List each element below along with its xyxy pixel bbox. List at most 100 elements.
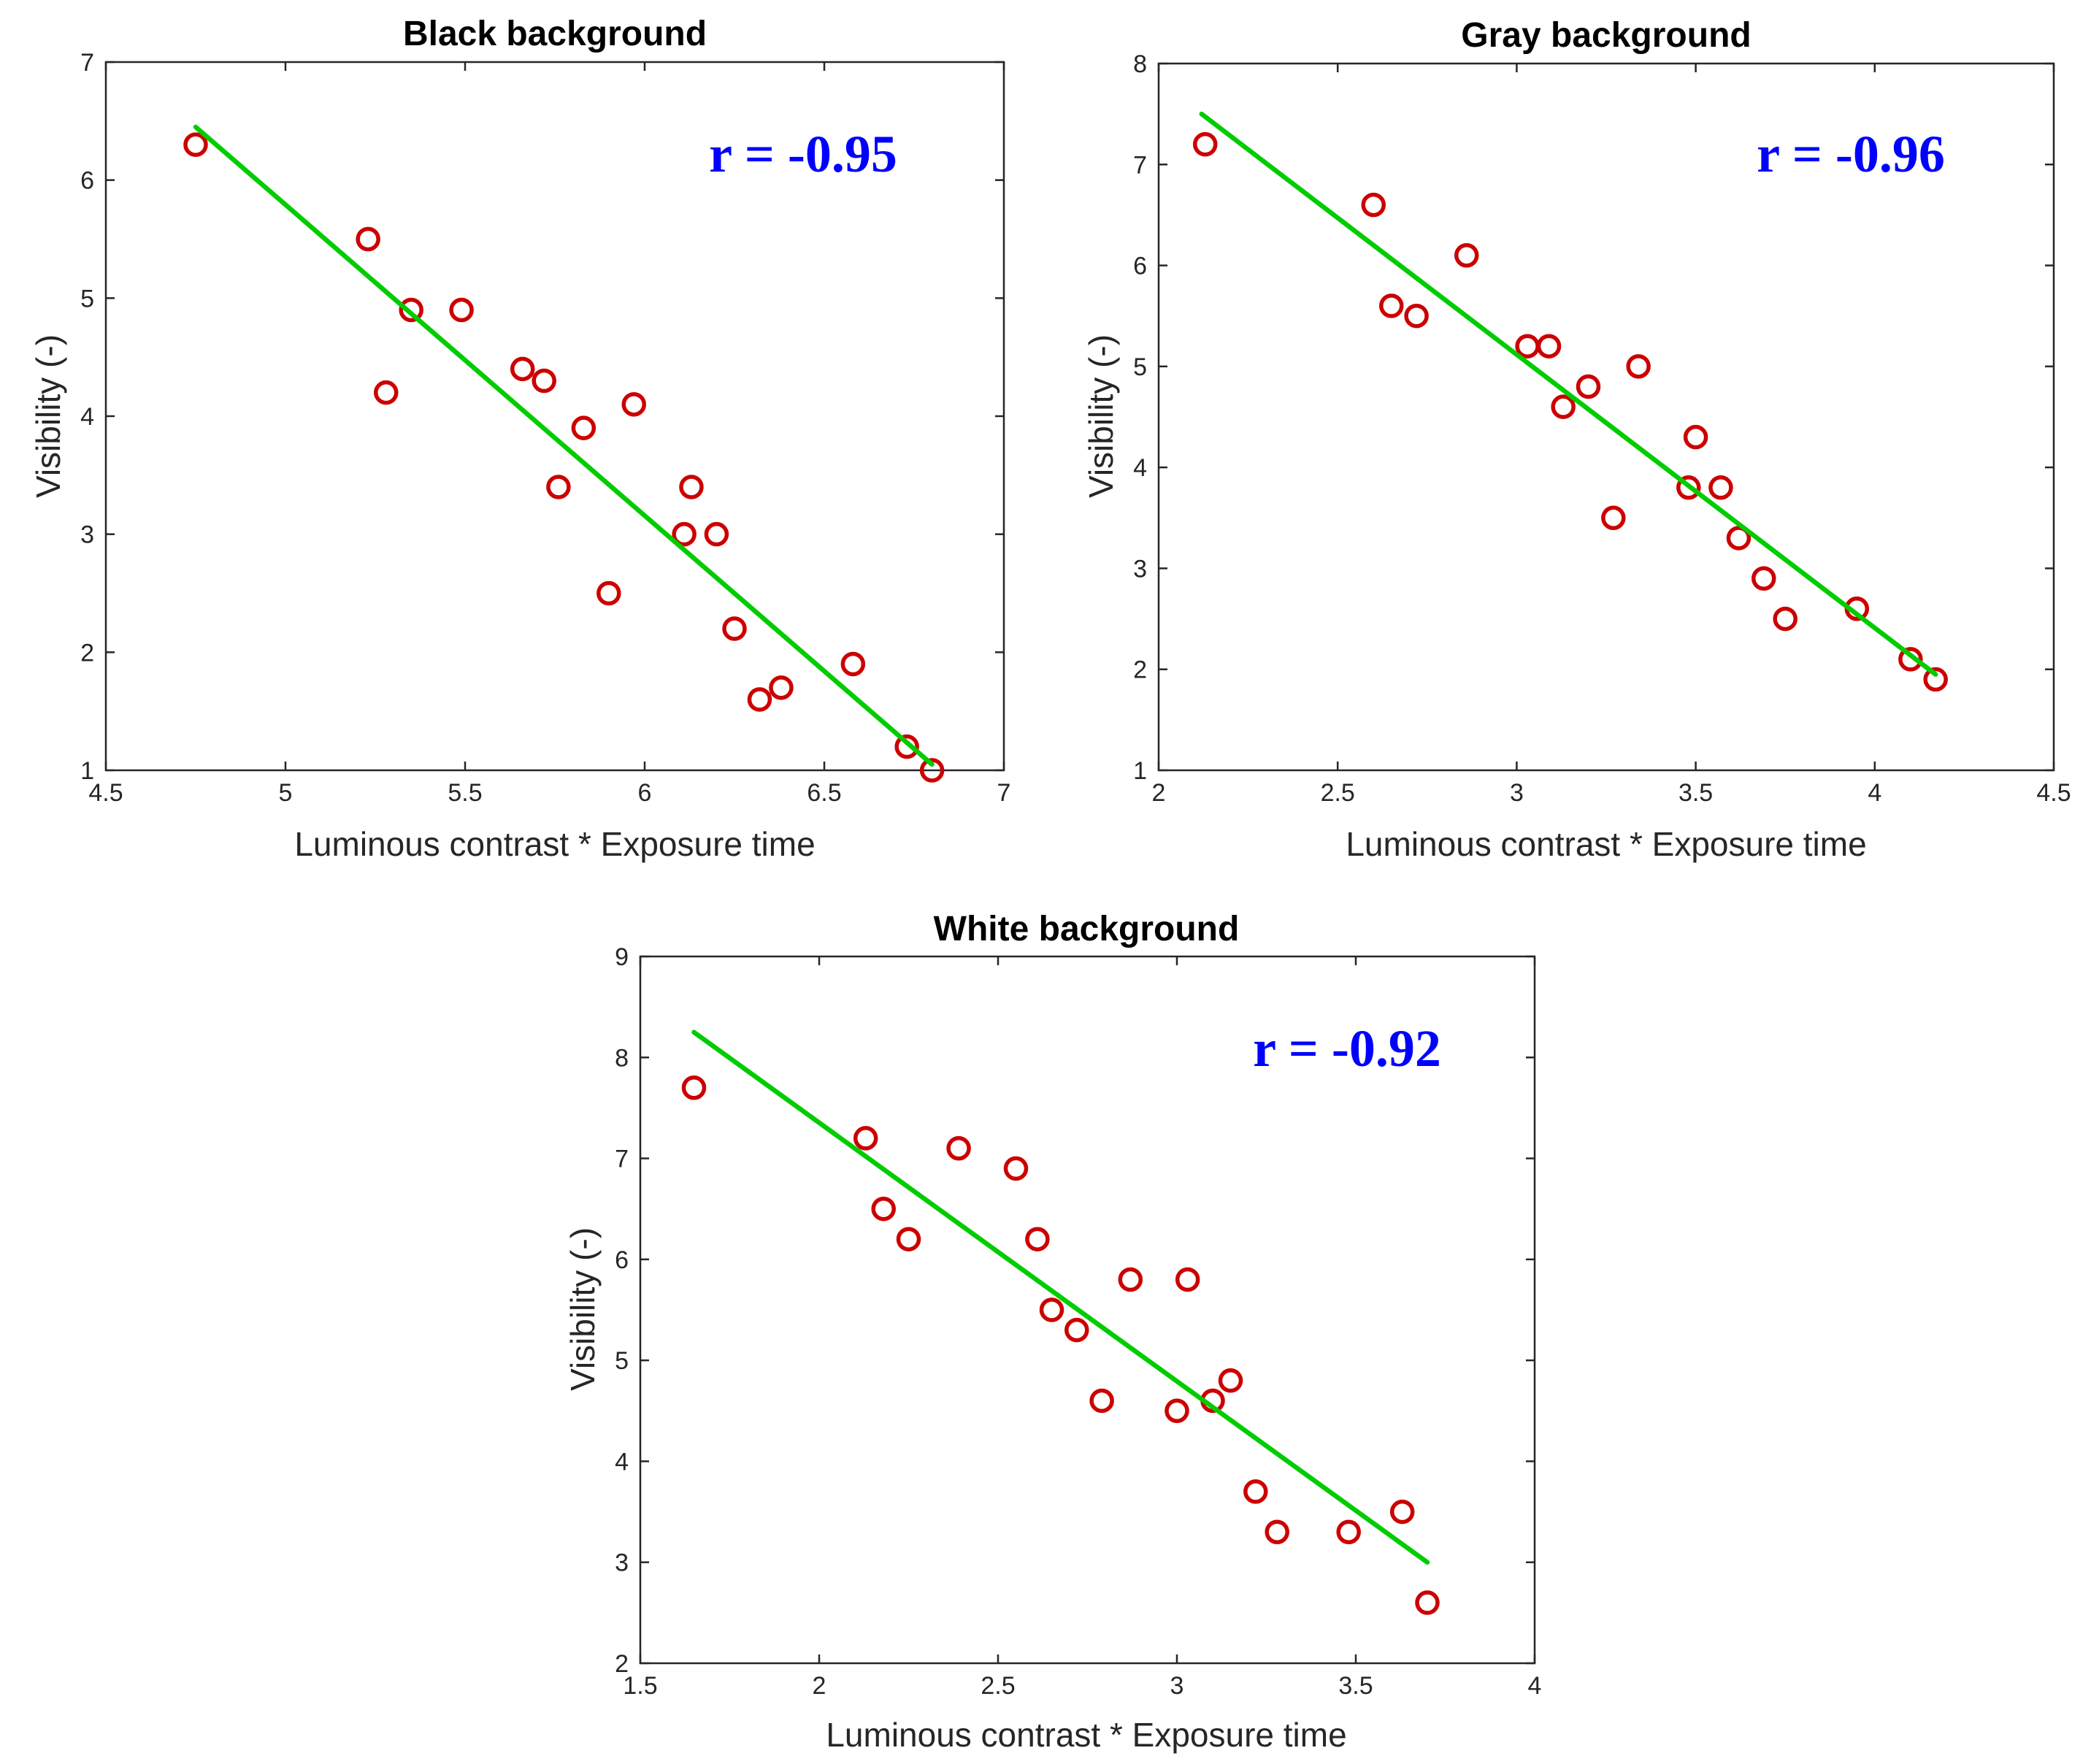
x-tick-label: 4 — [1528, 1672, 1542, 1700]
y-tick-label: 6 — [80, 167, 94, 195]
data-point — [1576, 374, 1601, 399]
chart-title: Black background — [403, 15, 707, 53]
data-point — [1626, 354, 1651, 379]
data-point — [1361, 192, 1386, 218]
data-point — [596, 580, 621, 606]
data-point — [1536, 334, 1562, 358]
data-point — [769, 675, 794, 700]
data-point — [871, 1196, 896, 1222]
y-ticks: 1 2 3 4 5 6 7 8 — [1133, 50, 2054, 785]
data-points — [183, 132, 945, 783]
chart-title: White background — [934, 910, 1240, 948]
data-point — [1193, 131, 1218, 157]
x-tick-label: 2 — [813, 1672, 826, 1700]
panel-black-background: Black background Luminous contrast * Exp… — [29, 15, 1010, 863]
data-point — [1752, 566, 1776, 591]
fit-line-group — [1199, 111, 1938, 677]
x-tick-label: 3 — [1170, 1672, 1184, 1700]
x-tick-label: 6 — [638, 779, 652, 807]
x-tick-label: 3.5 — [1678, 779, 1713, 807]
x-tick-label: 3 — [1510, 779, 1524, 807]
y-tick-label: 9 — [615, 943, 629, 971]
data-point — [532, 368, 556, 394]
x-axis-label: Luminous contrast * Exposure time — [294, 825, 815, 863]
data-point — [1898, 647, 1923, 672]
data-point — [1336, 1519, 1361, 1544]
data-point — [1165, 1398, 1189, 1424]
x-tick-label: 7 — [997, 779, 1011, 807]
data-point — [374, 380, 399, 405]
data-point — [1218, 1368, 1243, 1393]
correlation-annotation: r = -0.96 — [1757, 125, 1945, 183]
y-tick-label: 4 — [80, 403, 94, 431]
data-point — [183, 132, 208, 157]
y-tick-label: 6 — [1133, 253, 1147, 280]
plot-area — [639, 955, 1536, 1665]
y-tick-label: 6 — [615, 1246, 629, 1274]
x-tick-label: 2 — [1152, 779, 1166, 807]
y-tick-label: 5 — [1133, 353, 1147, 381]
x-ticks: 2 2.5 3 3.5 4 4.5 — [1152, 64, 2071, 807]
y-tick-label: 3 — [615, 1549, 629, 1577]
fit-line — [691, 1029, 1430, 1565]
data-point — [1454, 242, 1479, 268]
data-point — [840, 651, 866, 677]
data-point — [1243, 1479, 1268, 1504]
y-tick-label: 1 — [1133, 757, 1147, 785]
data-point — [1003, 1156, 1029, 1181]
x-axis-label: Luminous contrast * Exposure time — [1346, 825, 1866, 863]
data-point — [1551, 394, 1576, 419]
x-tick-label: 2.5 — [981, 1672, 1015, 1700]
x-tick-label: 2.5 — [1321, 779, 1355, 807]
data-point — [1601, 505, 1626, 531]
data-point — [449, 297, 474, 323]
data-points — [681, 1075, 1440, 1615]
data-point — [1726, 526, 1752, 551]
x-tick-label: 5 — [279, 779, 293, 807]
correlation-annotation: r = -0.95 — [709, 125, 897, 183]
x-tick-label: 1.5 — [623, 1672, 657, 1700]
x-ticks: 4.5 5 5.5 6 6.5 7 — [88, 62, 1010, 807]
data-point — [546, 475, 571, 499]
data-point — [1175, 1267, 1200, 1292]
data-point — [1039, 1297, 1064, 1322]
data-point — [1415, 1590, 1440, 1615]
y-tick-label: 4 — [1133, 454, 1147, 482]
data-point — [1089, 1388, 1114, 1414]
data-point — [1404, 303, 1429, 329]
data-points — [1193, 131, 1948, 692]
y-tick-label: 2 — [1133, 656, 1147, 684]
y-tick-label: 8 — [1133, 50, 1147, 78]
x-ticks: 1.5 2 2.5 3 3.5 4 — [623, 956, 1541, 1700]
x-tick-label: 3.5 — [1338, 1672, 1373, 1700]
x-tick-label: 4.5 — [2036, 779, 2071, 807]
x-tick-label: 5.5 — [448, 779, 482, 807]
data-point — [747, 687, 772, 712]
correlation-annotation: r = -0.92 — [1253, 1019, 1441, 1078]
y-tick-label: 2 — [80, 639, 94, 667]
y-tick-label: 8 — [615, 1044, 629, 1072]
data-point — [896, 1227, 921, 1251]
data-point — [722, 616, 747, 641]
data-point — [681, 1075, 707, 1100]
y-tick-label: 5 — [80, 285, 94, 312]
fit-line-group — [691, 1029, 1430, 1565]
y-tick-label: 4 — [615, 1448, 629, 1476]
data-point — [894, 734, 919, 759]
fit-line — [1199, 111, 1938, 677]
x-axis-label: Luminous contrast * Exposure time — [826, 1716, 1346, 1754]
data-point — [919, 758, 945, 783]
data-point — [399, 297, 423, 323]
y-tick-label: 7 — [615, 1146, 629, 1173]
data-point — [704, 521, 729, 547]
data-point — [1773, 606, 1798, 632]
y-tick-label: 2 — [615, 1650, 629, 1678]
data-point — [356, 226, 380, 252]
data-point — [621, 392, 646, 417]
y-axis-label: Visibility (-) — [29, 334, 67, 498]
data-point — [1708, 475, 1733, 500]
y-axis-label: Visibility (-) — [564, 1227, 602, 1391]
data-point — [1923, 667, 1948, 692]
y-tick-label: 3 — [1133, 555, 1147, 583]
